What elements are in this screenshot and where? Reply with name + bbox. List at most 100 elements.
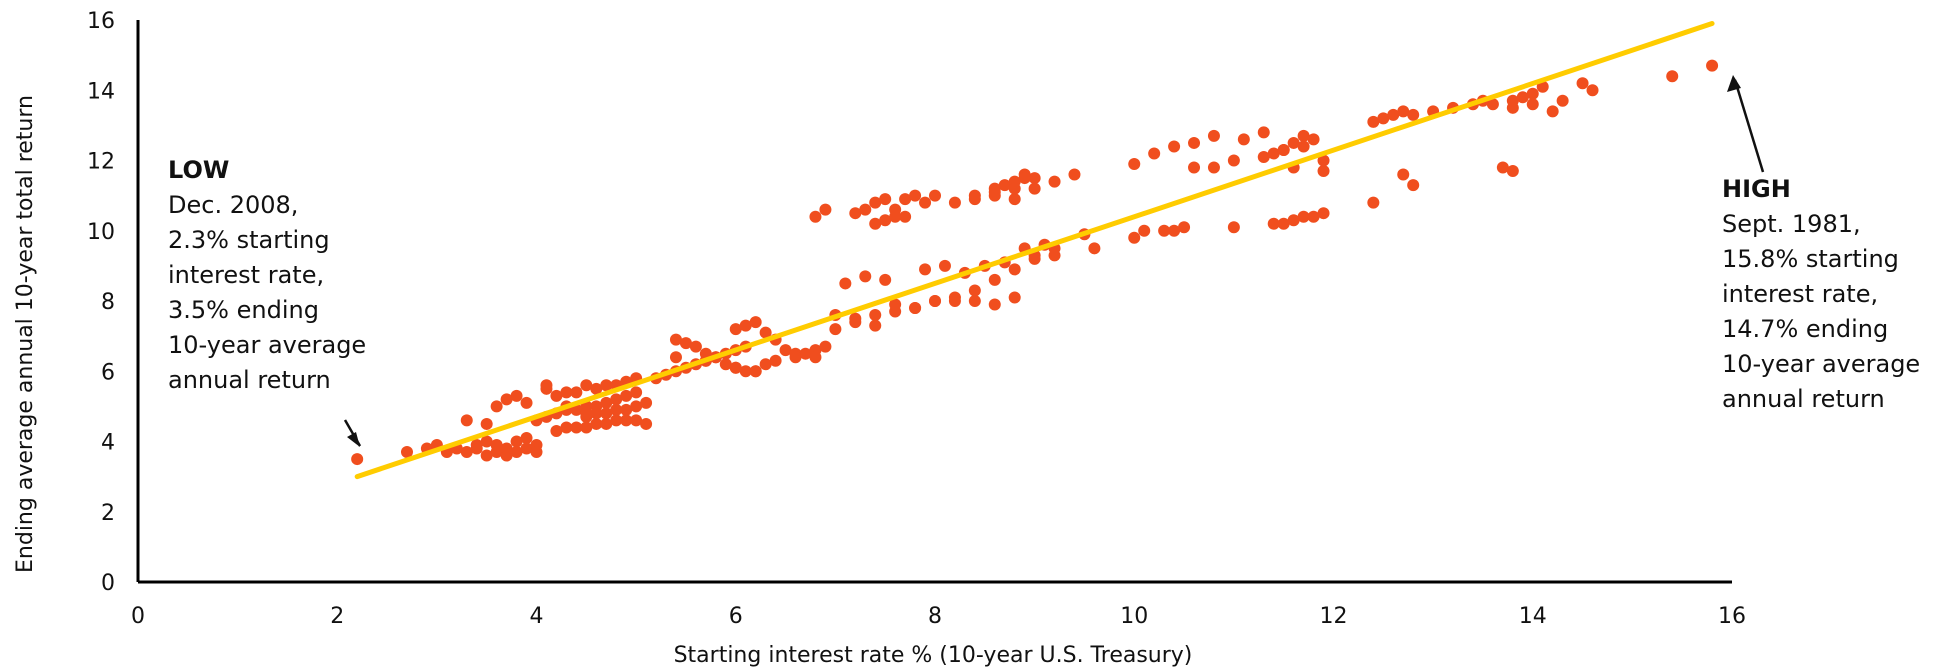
data-point (869, 309, 882, 322)
data-point (779, 344, 792, 357)
data-point (600, 396, 613, 409)
data-point (1188, 136, 1201, 149)
data-point (909, 302, 922, 315)
data-point (590, 417, 603, 430)
data-point (1556, 94, 1569, 107)
data-point (1227, 221, 1240, 234)
data-point (1387, 108, 1400, 121)
data-point (1028, 172, 1041, 185)
data-point (1267, 147, 1280, 160)
low-line: 2.3% starting (168, 226, 330, 254)
data-point (719, 358, 732, 371)
data-point (1188, 161, 1201, 174)
data-point (1148, 147, 1161, 160)
data-point (1287, 136, 1300, 149)
data-point (590, 382, 603, 395)
data-point (849, 207, 862, 220)
data-point (1297, 140, 1310, 153)
data-point (1277, 217, 1290, 230)
data-point (869, 217, 882, 230)
data-point (988, 273, 1001, 286)
data-point (819, 203, 832, 216)
data-point (490, 439, 503, 452)
data-point (839, 277, 852, 290)
data-point (630, 386, 643, 399)
data-point (929, 189, 941, 202)
x-tick-labels: 0 2 4 6 8 10 12 14 16 (131, 604, 1746, 629)
data-point (400, 446, 413, 459)
data-point (351, 453, 364, 466)
data-point (560, 421, 573, 434)
x-tick-label: 2 (330, 604, 344, 629)
data-point (859, 203, 872, 216)
data-point (899, 193, 912, 206)
data-point (490, 400, 503, 413)
y-tick-label: 0 (101, 571, 115, 596)
data-point (1287, 214, 1300, 227)
data-point (1128, 231, 1141, 244)
data-point (879, 273, 892, 286)
y-tick-label: 2 (101, 501, 115, 526)
data-point (948, 295, 961, 307)
data-point (1158, 224, 1171, 237)
data-point (1367, 115, 1380, 128)
data-point (938, 259, 951, 272)
data-point (480, 449, 493, 462)
data-point (540, 379, 553, 392)
high-arrowhead (1727, 75, 1741, 92)
data-point (889, 298, 902, 311)
data-point (869, 319, 882, 332)
data-point (1257, 126, 1270, 139)
data-point (640, 396, 653, 409)
y-axis-title: Ending average annual 10-year total retu… (13, 95, 38, 573)
low-line: 10-year average (168, 331, 367, 359)
data-point (510, 446, 523, 459)
y-tick-label: 16 (87, 9, 115, 34)
x-axis-title: Starting interest rate % (10-year U.S. T… (674, 643, 1193, 668)
y-tick-label: 4 (101, 431, 115, 456)
x-tick-label: 14 (1519, 604, 1547, 629)
data-point (1227, 154, 1240, 167)
data-point (849, 316, 862, 329)
y-tick-label: 12 (87, 150, 115, 175)
low-heading: LOW (168, 156, 230, 184)
data-point (1028, 182, 1041, 195)
data-point (1008, 182, 1021, 195)
data-point (909, 189, 922, 202)
x-tick-label: 8 (928, 604, 942, 629)
data-point (570, 421, 583, 434)
data-point (1317, 207, 1330, 220)
data-point (1207, 129, 1220, 142)
data-point (600, 417, 613, 430)
data-point (580, 379, 593, 392)
data-point (669, 333, 682, 346)
data-point (610, 403, 623, 416)
high-line: 10-year average (1722, 350, 1921, 378)
data-point (749, 365, 762, 378)
data-point (630, 400, 643, 413)
data-point (1407, 108, 1420, 121)
data-point (460, 414, 473, 427)
data-point (759, 358, 772, 371)
data-point (1178, 221, 1191, 234)
data-point (968, 284, 981, 297)
data-point (1307, 210, 1320, 223)
data-point (1008, 263, 1021, 276)
data-point (919, 196, 932, 209)
data-point (729, 323, 742, 336)
low-line: Dec. 2008, (168, 191, 299, 219)
data-point (510, 389, 523, 402)
high-line: 14.7% ending (1722, 315, 1889, 343)
data-point (809, 210, 822, 223)
data-point (819, 340, 832, 353)
data-point (600, 379, 613, 392)
data-point (500, 393, 513, 406)
data-point (1068, 168, 1081, 181)
data-point (948, 196, 961, 209)
data-point (1317, 154, 1330, 167)
data-point (1237, 133, 1250, 146)
data-point (480, 417, 493, 430)
data-point (789, 351, 802, 364)
data-point (500, 442, 513, 455)
data-point (1297, 210, 1310, 223)
